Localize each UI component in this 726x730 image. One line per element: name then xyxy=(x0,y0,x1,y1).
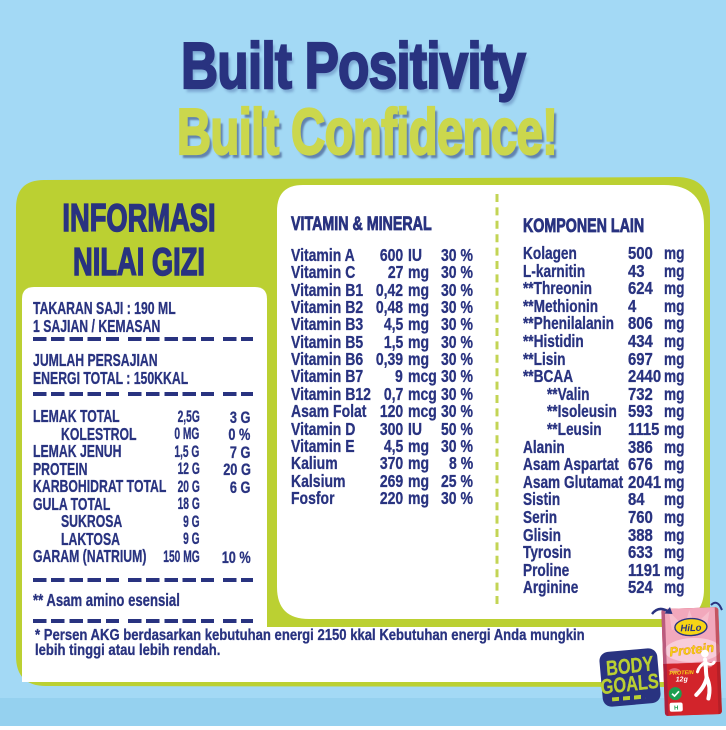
svg-text:12g: 12g xyxy=(676,676,689,683)
svg-text:PROTEIN: PROTEIN xyxy=(669,670,695,677)
svg-text:HiLo: HiLo xyxy=(680,623,702,635)
svg-text:H: H xyxy=(674,706,679,712)
